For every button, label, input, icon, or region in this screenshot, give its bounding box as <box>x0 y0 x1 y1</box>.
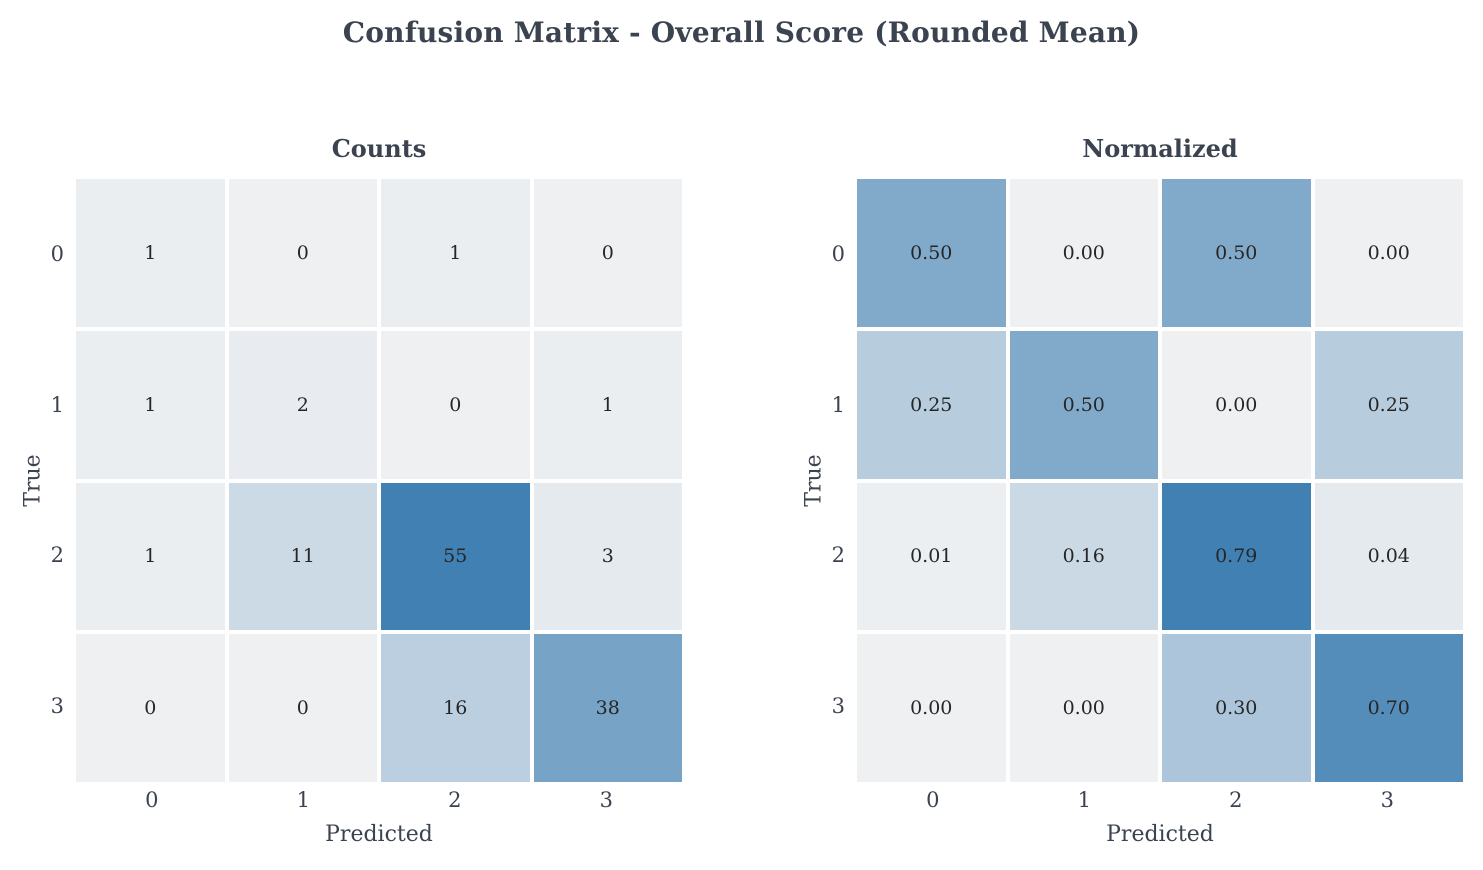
cell-value: 0.50 <box>1215 241 1258 264</box>
x-tick-label: 1 <box>1077 788 1091 812</box>
heatmap-cell: 0 <box>533 179 682 327</box>
heatmap-cell: 3 <box>533 482 682 631</box>
cell-value: 1 <box>601 393 614 416</box>
subplot-title-normalized: Normalized <box>1082 134 1238 163</box>
x-tick-labels: 0 1 2 3 <box>76 790 682 816</box>
x-tick-label: 0 <box>145 788 159 812</box>
heatmap-cell: 0.00 <box>857 634 1006 782</box>
heatmap-cell: 1 <box>76 330 225 479</box>
figure-title: Confusion Matrix - Overall Score (Rounde… <box>342 16 1141 49</box>
cell-value: 38 <box>595 697 620 720</box>
heatmap-cell: 16 <box>381 634 530 782</box>
y-tick-label: 3 <box>831 694 845 719</box>
y-tick-label: 0 <box>50 241 64 266</box>
cell-value: 0.30 <box>1215 697 1258 720</box>
cell-value: 0 <box>449 393 462 416</box>
heatmap-cell: 1 <box>533 330 682 479</box>
heatmap-cell: 1 <box>76 179 225 327</box>
cell-value: 0.00 <box>1367 241 1410 264</box>
cell-value: 16 <box>443 697 468 720</box>
heatmap-cell: 0.79 <box>1162 482 1311 631</box>
cell-value: 0.01 <box>910 545 953 568</box>
cell-value: 0.16 <box>1062 545 1105 568</box>
cell-value: 0.00 <box>1062 697 1105 720</box>
cell-value: 0.00 <box>1062 241 1105 264</box>
subplot-title-counts: Counts <box>331 134 427 163</box>
cell-value: 0 <box>144 697 157 720</box>
cell-value: 1 <box>144 241 157 264</box>
heatmap-cell: 2 <box>228 330 377 479</box>
x-tick-label: 1 <box>296 788 310 812</box>
cell-value: 3 <box>601 545 614 568</box>
cell-value: 0 <box>296 697 309 720</box>
cell-value: 0.04 <box>1367 545 1410 568</box>
cell-value: 0.50 <box>1062 393 1105 416</box>
heatmap-cell: 0 <box>381 330 530 479</box>
heatmap-cell: 0 <box>76 634 225 782</box>
y-tick-label: 2 <box>831 543 845 568</box>
cell-value: 1 <box>449 241 462 264</box>
heatmap-cell: 0.50 <box>857 179 1006 327</box>
heatmap-cell: 0.25 <box>1314 330 1463 479</box>
cell-value: 1 <box>144 393 157 416</box>
heatmap-cell: 38 <box>533 634 682 782</box>
heatmap-cell: 0.30 <box>1162 634 1311 782</box>
cell-value: 0 <box>296 241 309 264</box>
x-tick-label: 2 <box>1229 788 1243 812</box>
y-tick-label: 3 <box>50 694 64 719</box>
cell-value: 0.79 <box>1215 545 1258 568</box>
x-axis-label: Predicted <box>1106 822 1214 847</box>
heatmap-cell: 0.00 <box>1162 330 1311 479</box>
heatmap-cell: 0.16 <box>1009 482 1158 631</box>
cell-value: 0.25 <box>1367 393 1410 416</box>
cell-value: 1 <box>144 545 157 568</box>
heatmap-normalized: 0.50 0.00 0.50 0.00 0.25 0.50 0.00 0.25 0.01 0.16… <box>857 179 1463 782</box>
y-tick-label: 1 <box>50 392 64 417</box>
heatmap-counts: 1 0 1 0 1 2 0 1 1 11 55 3 0 0 16 38 <box>76 179 682 782</box>
heatmap-cell: 0.50 <box>1162 179 1311 327</box>
y-tick-labels: 0 1 2 3 <box>811 179 845 782</box>
heatmap-cell: 0.00 <box>1314 179 1463 327</box>
y-tick-label: 0 <box>831 241 845 266</box>
x-tick-labels: 0 1 2 3 <box>857 790 1463 816</box>
x-tick-label: 3 <box>599 788 613 812</box>
cell-value: 0 <box>601 241 614 264</box>
heatmap-cell: 0.00 <box>1009 179 1158 327</box>
heatmap-cell: 0.70 <box>1314 634 1463 782</box>
y-tick-labels: 0 1 2 3 <box>30 179 64 782</box>
cell-value: 2 <box>296 393 309 416</box>
heatmap-cell: 55 <box>381 482 530 631</box>
heatmap-cell: 1 <box>76 482 225 631</box>
cell-value: 0.00 <box>910 697 953 720</box>
heatmap-cell: 0.25 <box>857 330 1006 479</box>
cell-value: 0.50 <box>910 241 953 264</box>
heatmap-cell: 0 <box>228 634 377 782</box>
cell-value: 11 <box>290 545 315 568</box>
x-axis-label: Predicted <box>325 822 433 847</box>
heatmap-cell: 0 <box>228 179 377 327</box>
cell-value: 0.70 <box>1367 697 1410 720</box>
cell-value: 0.25 <box>910 393 953 416</box>
heatmap-cell: 0.01 <box>857 482 1006 631</box>
heatmap-cell: 1 <box>381 179 530 327</box>
x-tick-label: 3 <box>1380 788 1394 812</box>
x-tick-label: 0 <box>926 788 940 812</box>
heatmap-cell: 0.04 <box>1314 482 1463 631</box>
y-tick-label: 1 <box>831 392 845 417</box>
y-tick-label: 2 <box>50 543 64 568</box>
cell-value: 0.00 <box>1215 393 1258 416</box>
heatmap-cell: 11 <box>228 482 377 631</box>
x-tick-label: 2 <box>448 788 462 812</box>
heatmap-cell: 0.00 <box>1009 634 1158 782</box>
heatmap-cell: 0.50 <box>1009 330 1158 479</box>
cell-value: 55 <box>443 545 468 568</box>
